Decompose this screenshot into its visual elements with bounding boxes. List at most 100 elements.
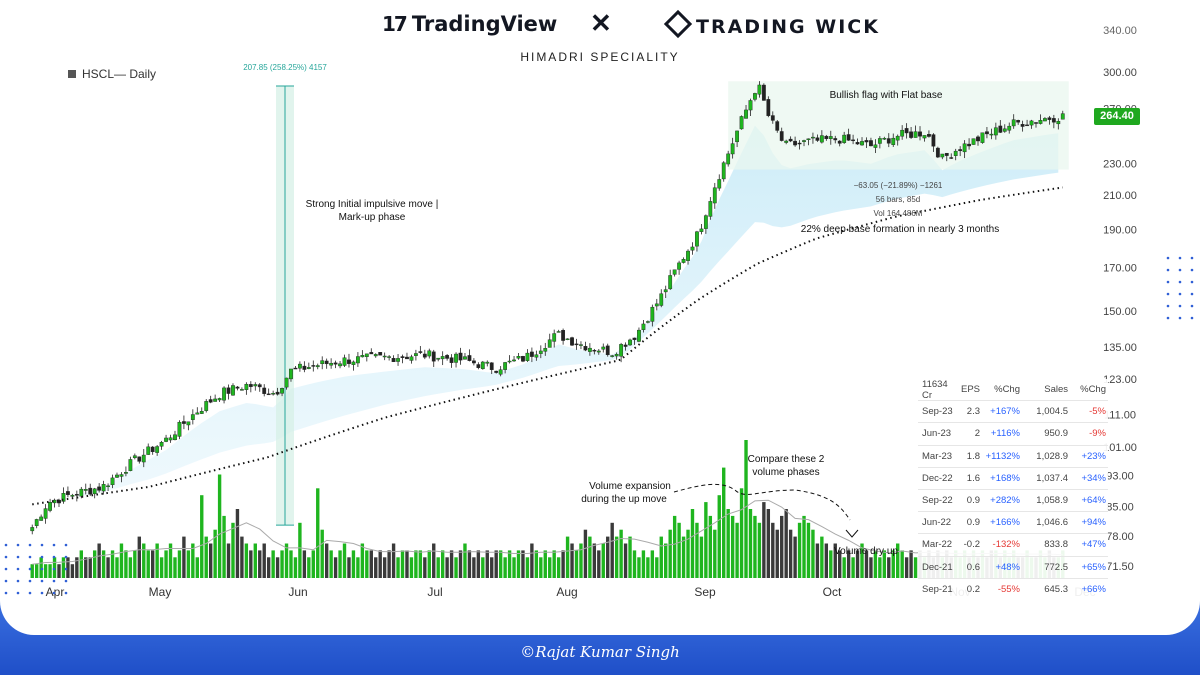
dot xyxy=(64,567,68,571)
table-cell: 1,037.4 xyxy=(1036,472,1068,484)
candle-body xyxy=(739,116,744,130)
volume-bar xyxy=(476,550,481,578)
volume-bar xyxy=(909,550,913,578)
dot xyxy=(40,567,44,571)
volume-bar xyxy=(481,557,485,578)
candle-body xyxy=(779,131,784,141)
volume-bar xyxy=(414,550,418,578)
candle-body xyxy=(79,488,84,497)
candle-body xyxy=(168,437,173,441)
candle-body xyxy=(717,179,722,189)
time-tick-label: Oct xyxy=(823,585,842,599)
candle-body xyxy=(222,387,226,401)
table-row: Mar-22 -0.2 -132% 833.8 +47% xyxy=(918,533,1108,555)
table-row: Jun-23 2 +116% 950.9 -9% xyxy=(918,422,1108,444)
candle-body xyxy=(74,494,79,496)
candle-body xyxy=(485,361,490,364)
volume-bar xyxy=(365,550,369,578)
fundamentals-table: 11634 Cr EPS %Chg Sales %Chg Sep-23 2.3 +167% 1,… xyxy=(918,379,1108,600)
volume-bar xyxy=(262,543,266,578)
volume-bar xyxy=(382,557,387,578)
candle-body xyxy=(971,138,976,145)
candle-body xyxy=(587,347,592,352)
volume-bar xyxy=(97,543,101,578)
volume-bar xyxy=(324,543,329,578)
volume-bar xyxy=(298,522,302,578)
candle-body xyxy=(280,388,284,394)
volume-bar xyxy=(432,543,436,578)
last-price-tag: 264.40 xyxy=(1094,108,1140,125)
volume-bar xyxy=(851,557,855,578)
volume-bar xyxy=(543,550,547,578)
candle-body xyxy=(623,344,628,347)
dot xyxy=(16,567,20,571)
candle-body xyxy=(128,459,133,471)
candle-body xyxy=(784,140,789,143)
time-tick-label: May xyxy=(149,585,172,599)
volume-bar xyxy=(128,557,133,578)
volume-bar xyxy=(766,509,771,578)
volume-bar xyxy=(284,543,289,578)
table-cell: 1.8 xyxy=(966,450,980,462)
volume-bar xyxy=(316,488,320,578)
candle-body xyxy=(873,144,878,148)
table-cell: Jun-23 xyxy=(922,428,952,440)
price-tick-label: 170.00 xyxy=(1103,263,1137,275)
candle-body xyxy=(645,321,650,323)
volume-bar xyxy=(467,550,472,578)
candle-body xyxy=(766,99,771,116)
volume-bar xyxy=(677,522,681,578)
candle-body xyxy=(650,306,655,322)
dot xyxy=(28,579,32,583)
volume-bar xyxy=(177,550,182,578)
dot xyxy=(4,555,8,559)
candle-body xyxy=(356,356,360,364)
price-tick-label-top: 340.00 xyxy=(1103,25,1137,37)
ma-dotted-line xyxy=(32,186,1063,506)
candle-body xyxy=(753,93,757,100)
volume-bar xyxy=(775,529,779,578)
table-cell: -55% xyxy=(997,583,1020,595)
table-row: Sep-21 0.2 -55% 645.3 +66% xyxy=(918,577,1108,600)
volume-bar xyxy=(565,536,570,578)
table-cell: Mar-22 xyxy=(922,539,953,551)
dot xyxy=(4,579,8,583)
table-row: Dec-21 0.6 +48% 772.5 +65% xyxy=(918,555,1108,578)
volume-bar xyxy=(646,557,650,578)
table-cell: +23% xyxy=(1081,450,1106,462)
candle-body xyxy=(48,502,52,511)
volume-bar xyxy=(159,557,164,578)
candle-body xyxy=(373,354,378,357)
volume-bar xyxy=(347,557,351,578)
candle-body xyxy=(494,370,499,373)
candle-body xyxy=(159,442,164,447)
price-tick-label: 78.00 xyxy=(1106,531,1134,543)
dot xyxy=(1178,280,1182,284)
candle-body xyxy=(601,346,606,350)
volume-bar xyxy=(320,529,324,578)
table-cell: Dec-22 xyxy=(922,472,953,484)
candle-body xyxy=(208,399,213,403)
candle-body xyxy=(400,356,405,358)
candle-body xyxy=(324,360,329,365)
volume-bar xyxy=(133,550,137,578)
volume-bar xyxy=(726,509,730,578)
candle-body xyxy=(427,350,432,357)
volume-bar xyxy=(418,550,423,578)
candle-body xyxy=(619,344,624,357)
dot xyxy=(1190,292,1194,296)
volume-bar xyxy=(824,543,829,578)
candle-body xyxy=(217,398,222,401)
volume-bar xyxy=(208,543,213,578)
dot xyxy=(52,543,56,547)
volume-bar xyxy=(619,529,623,578)
volume-bar xyxy=(258,550,262,578)
volume-bar xyxy=(191,543,195,578)
candle-body xyxy=(967,143,971,147)
annotation-compare-2: volume phases xyxy=(752,467,819,478)
candle-body xyxy=(333,362,338,365)
candle-body xyxy=(958,149,963,152)
volume-bar xyxy=(771,522,775,578)
dot xyxy=(4,567,8,571)
candle-body xyxy=(110,477,115,486)
